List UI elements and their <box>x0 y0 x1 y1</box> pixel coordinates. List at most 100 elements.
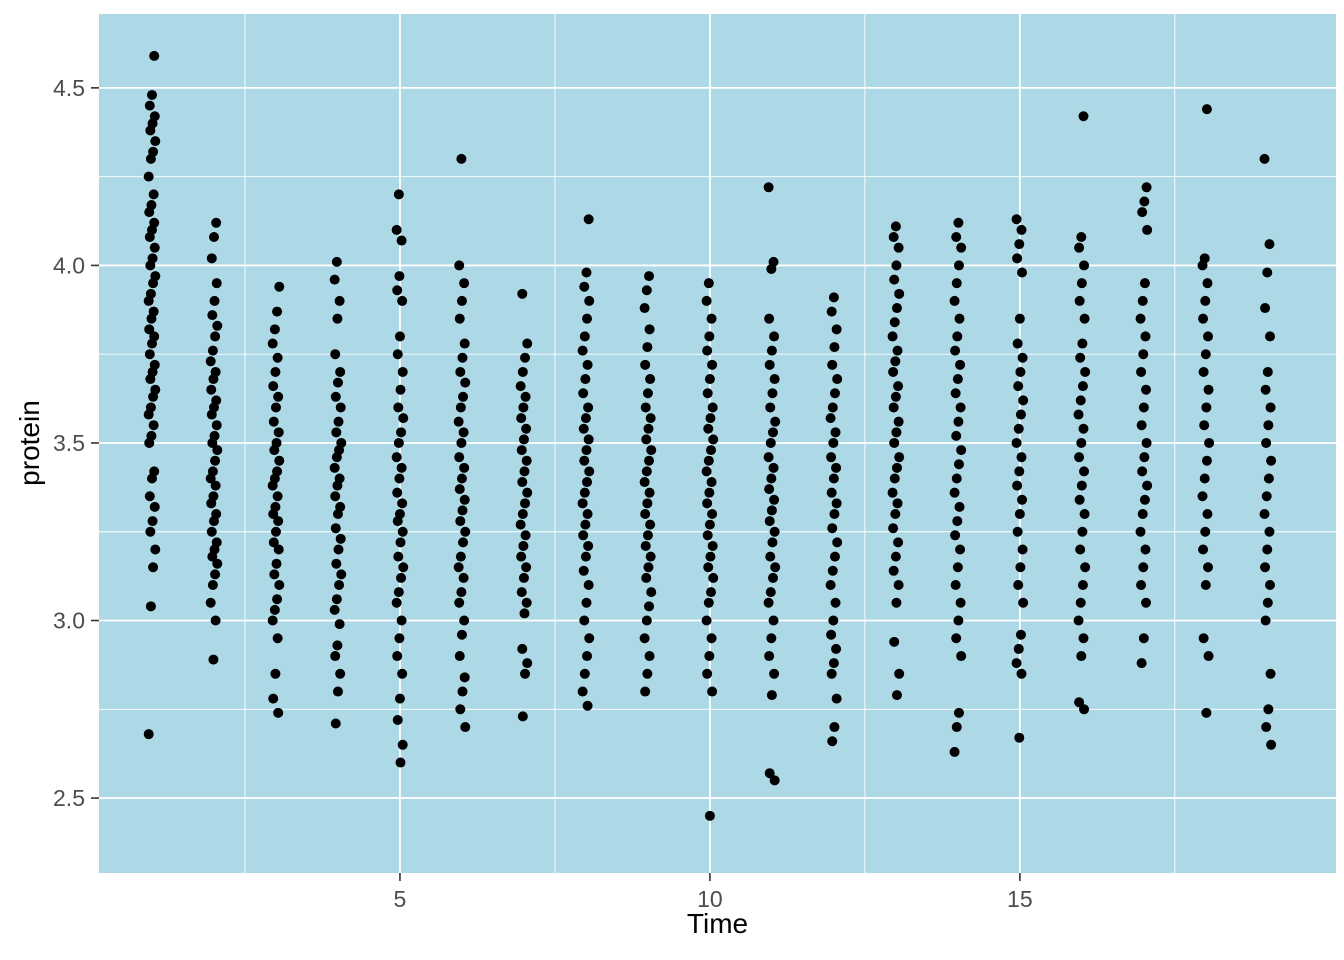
data-point <box>892 498 903 509</box>
data-point <box>394 508 405 519</box>
data-point <box>1140 544 1151 555</box>
data-point <box>831 324 842 335</box>
data-point <box>581 267 592 278</box>
data-point <box>397 295 408 306</box>
data-point <box>455 516 466 527</box>
data-point <box>706 633 717 644</box>
data-point <box>826 487 837 498</box>
data-point <box>1015 409 1026 420</box>
data-point <box>646 445 657 456</box>
data-point <box>1018 597 1029 608</box>
data-point <box>764 768 775 779</box>
data-point <box>332 377 343 388</box>
data-point <box>1077 338 1088 349</box>
data-point <box>891 260 902 271</box>
data-point <box>1075 352 1086 363</box>
data-point <box>708 572 719 583</box>
data-point <box>334 295 345 306</box>
data-point <box>641 466 652 477</box>
data-point <box>580 374 591 385</box>
data-point <box>271 558 282 569</box>
data-point <box>953 707 964 718</box>
y-tick-label: 4.0 <box>53 252 85 278</box>
data-point <box>707 402 718 413</box>
data-point <box>455 704 466 715</box>
data-point <box>273 544 284 555</box>
data-point <box>1262 366 1273 377</box>
data-point <box>205 597 216 608</box>
data-point <box>889 636 900 647</box>
data-point <box>1201 707 1212 718</box>
data-point <box>144 349 155 360</box>
data-point <box>581 445 592 456</box>
data-point <box>953 217 964 228</box>
data-point <box>1079 704 1090 715</box>
data-point <box>397 668 408 679</box>
data-point <box>644 271 655 282</box>
data-point <box>209 295 220 306</box>
x-axis-title: Time <box>686 908 749 939</box>
data-point <box>1013 423 1024 434</box>
data-point <box>827 736 838 747</box>
data-point <box>1203 651 1214 662</box>
data-point <box>460 377 471 388</box>
data-point <box>829 342 840 353</box>
data-point <box>582 477 593 488</box>
data-point <box>330 391 341 402</box>
data-point <box>210 331 221 342</box>
data-point <box>392 285 403 296</box>
data-point <box>770 416 781 427</box>
data-point <box>148 420 159 431</box>
data-point <box>1075 544 1086 555</box>
data-point <box>210 455 221 466</box>
data-point <box>393 402 404 413</box>
data-point <box>393 587 404 598</box>
data-point <box>889 473 900 484</box>
data-point <box>582 508 593 519</box>
data-point <box>703 423 714 434</box>
data-point <box>272 633 283 644</box>
data-point <box>210 366 221 377</box>
data-point <box>708 434 719 445</box>
data-point <box>519 608 530 619</box>
data-point <box>764 359 775 370</box>
data-point <box>956 445 967 456</box>
y-axis-title: protein <box>14 400 45 486</box>
data-point <box>1076 480 1087 491</box>
data-point <box>769 668 780 679</box>
data-point <box>580 519 591 530</box>
data-point <box>392 651 403 662</box>
data-point <box>769 526 780 537</box>
data-point <box>1017 494 1028 505</box>
data-point <box>267 338 278 349</box>
data-point <box>578 565 589 576</box>
data-point <box>334 580 345 591</box>
y-tick-label: 4.5 <box>53 75 85 101</box>
data-point <box>1012 253 1023 264</box>
data-point <box>456 295 467 306</box>
data-point <box>397 739 408 750</box>
data-point <box>395 537 406 548</box>
data-point <box>149 501 160 512</box>
data-point <box>1198 313 1209 324</box>
data-point <box>1079 508 1090 519</box>
data-point <box>829 551 840 562</box>
data-point <box>956 651 967 662</box>
data-point <box>705 413 716 424</box>
data-point <box>893 537 904 548</box>
data-point <box>334 619 345 630</box>
data-point <box>764 313 775 324</box>
data-point <box>516 551 527 562</box>
data-point <box>704 810 715 821</box>
data-point <box>702 668 713 679</box>
data-point <box>583 580 594 591</box>
data-point <box>955 359 966 370</box>
data-point <box>1138 402 1149 413</box>
data-point <box>641 615 652 626</box>
data-point <box>519 466 530 477</box>
data-point <box>1077 381 1088 392</box>
data-point <box>825 413 836 424</box>
data-point <box>1265 402 1276 413</box>
data-point <box>1016 452 1027 463</box>
data-point <box>454 260 465 271</box>
